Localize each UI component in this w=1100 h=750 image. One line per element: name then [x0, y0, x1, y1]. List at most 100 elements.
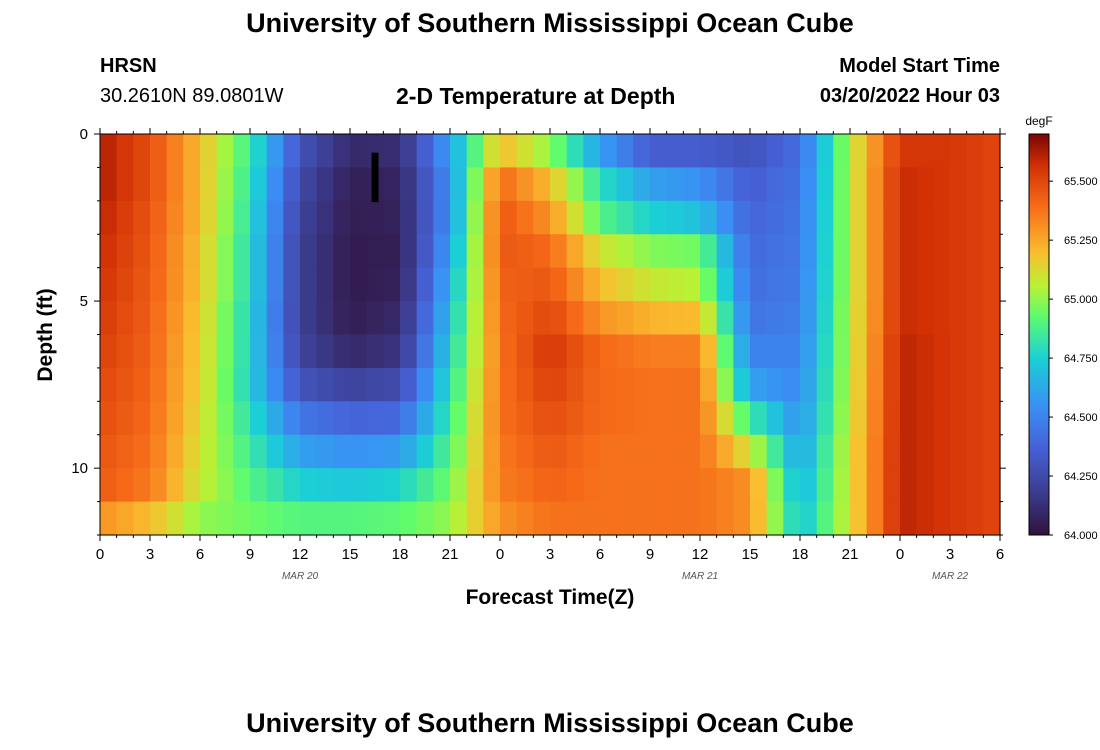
heatmap-chart: 0 3 6 9 12 15 18 21 0 3 6 9 12 15 18 21 0 3 6 MAR 20 MAR 21 M…	[34, 114, 1098, 609]
heatmap-cell	[850, 434, 868, 469]
heatmap-cell	[750, 267, 768, 302]
heatmap-cell	[383, 234, 401, 269]
heatmap-cell	[133, 468, 151, 503]
heatmap-cell	[350, 468, 368, 503]
heatmap-cell	[333, 134, 351, 169]
heatmap-cell	[783, 267, 801, 302]
heatmap-cell	[350, 501, 368, 536]
heatmap-cell	[683, 434, 701, 469]
heatmap-cell	[866, 134, 884, 169]
heatmap-cell	[633, 468, 651, 503]
heatmap-cell	[133, 234, 151, 269]
heatmap-cell	[533, 434, 551, 469]
heatmap-cell	[683, 334, 701, 369]
heatmap-cell	[933, 234, 951, 269]
heatmap-cell	[766, 468, 784, 503]
heatmap-cell	[550, 367, 568, 402]
heatmap-cell	[766, 167, 784, 202]
heatmap-cell	[350, 401, 368, 436]
heatmap-cell	[566, 367, 584, 402]
heatmap-cell	[766, 434, 784, 469]
heatmap-cell	[583, 334, 601, 369]
heatmap-cell	[533, 367, 551, 402]
heatmap-cell	[366, 434, 384, 469]
heatmap-cell	[266, 334, 284, 369]
heatmap-cell	[266, 367, 284, 402]
heatmap-cell	[450, 234, 468, 269]
heatmap-cell	[200, 401, 218, 436]
heatmap-cell	[383, 334, 401, 369]
heatmap-cell	[300, 334, 318, 369]
heatmap-cell	[450, 134, 468, 169]
heatmap-cell	[600, 367, 618, 402]
heatmap-cell	[483, 334, 501, 369]
heatmap-cell	[750, 401, 768, 436]
heatmap-cell	[483, 367, 501, 402]
heatmap-cell	[733, 301, 751, 336]
heatmap-cell	[283, 234, 301, 269]
heatmap-cell	[400, 401, 418, 436]
heatmap-cell	[416, 301, 434, 336]
heatmap-cell	[333, 501, 351, 536]
heatmap-cell	[683, 234, 701, 269]
heatmap-cell	[400, 167, 418, 202]
heatmap-cell	[616, 234, 634, 269]
heatmap-cell	[466, 367, 484, 402]
heatmap-cell	[150, 301, 168, 336]
heatmap-cell	[316, 234, 334, 269]
heatmap-cell	[350, 167, 368, 202]
heatmap-cell	[950, 267, 968, 302]
heatmap-cell	[916, 334, 934, 369]
heatmap-cell	[766, 501, 784, 536]
heatmap-cell	[650, 200, 668, 235]
heatmap-cell	[550, 401, 568, 436]
heatmap-cell	[483, 401, 501, 436]
heatmap-cell	[233, 501, 251, 536]
heatmap-cell	[100, 267, 118, 302]
heatmap-cell	[433, 468, 451, 503]
heatmap-cell	[866, 501, 884, 536]
heatmap-cell	[216, 134, 234, 169]
heatmap-cell	[966, 234, 984, 269]
heatmap-cell	[683, 267, 701, 302]
heatmap-cell	[883, 468, 901, 503]
heatmap-cell	[100, 334, 118, 369]
heatmap-cell	[600, 501, 618, 536]
heatmap-cell	[216, 301, 234, 336]
heatmap-cell	[133, 167, 151, 202]
heatmap-cell	[133, 200, 151, 235]
heatmap-cell	[300, 468, 318, 503]
heatmap-cell	[966, 267, 984, 302]
heatmap-cell	[200, 234, 218, 269]
heatmap-cell	[833, 200, 851, 235]
heatmap-cell	[250, 267, 268, 302]
heatmap-cell	[500, 234, 518, 269]
heatmap-cell	[766, 234, 784, 269]
heatmap-cell	[300, 301, 318, 336]
heatmap-cell	[666, 501, 684, 536]
heatmap-cell	[316, 334, 334, 369]
x-tick-label: 6	[996, 546, 1004, 563]
heatmap-cell	[783, 334, 801, 369]
heatmap-cell	[183, 301, 201, 336]
heatmap-cell	[966, 501, 984, 536]
x-tick-label: 6	[596, 546, 604, 563]
heatmap-cell	[833, 334, 851, 369]
heatmap-cell	[233, 134, 251, 169]
heatmap-cell	[783, 301, 801, 336]
heatmap-cell	[916, 468, 934, 503]
x-tick-label: 18	[392, 546, 409, 563]
heatmap-cell	[233, 434, 251, 469]
heatmap-cell	[816, 267, 834, 302]
heatmap-cell	[116, 200, 134, 235]
colorbar-tick-label: 65.000	[1064, 294, 1098, 306]
heatmap-cell	[683, 367, 701, 402]
heatmap-cell	[700, 267, 718, 302]
heatmap-cell	[150, 134, 168, 169]
heatmap-cell	[483, 301, 501, 336]
heatmap-cell	[816, 167, 834, 202]
heatmap-cell	[983, 234, 1001, 269]
heatmap-cell	[716, 301, 734, 336]
heatmap-cell	[700, 434, 718, 469]
heatmap-cell	[900, 468, 918, 503]
